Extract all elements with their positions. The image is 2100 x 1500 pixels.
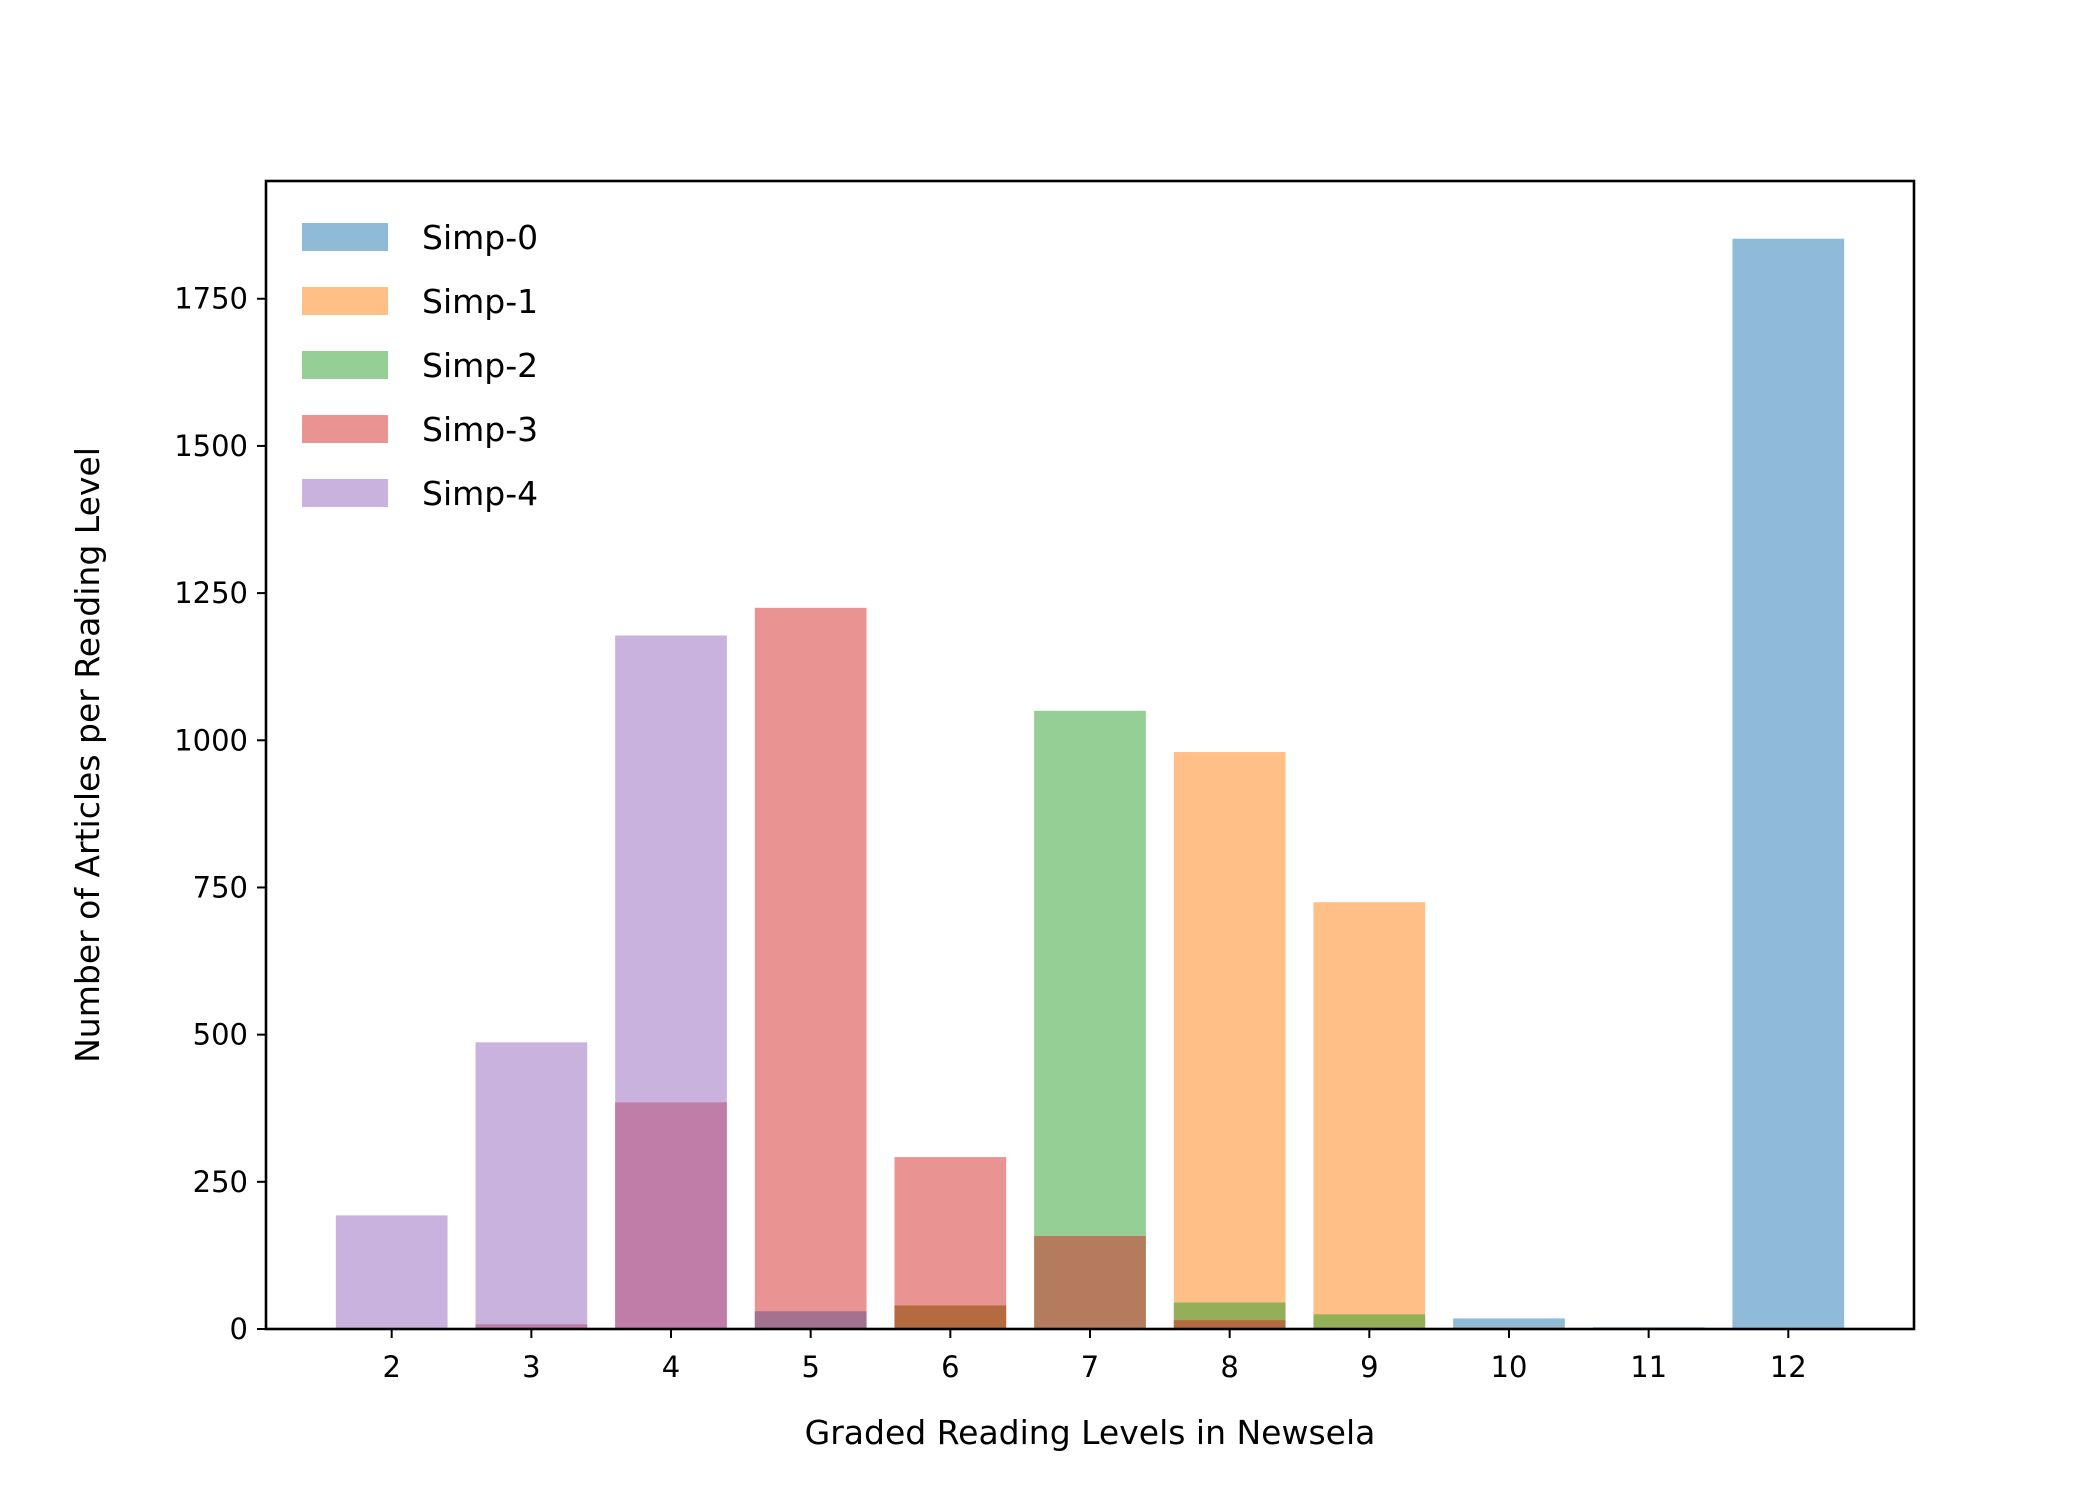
bars-layer	[335, 238, 1845, 1330]
legend-swatch-simp-4	[302, 479, 388, 507]
bar-simp-4-level-5	[754, 1311, 867, 1329]
y-axis-label: Number of Articles per Reading Level	[68, 447, 107, 1063]
x-tick-label: 8	[1220, 1350, 1238, 1384]
x-tick-label: 4	[662, 1350, 680, 1384]
legend-swatch-simp-3	[302, 415, 388, 443]
bar-simp-4-level-4	[615, 635, 727, 1329]
y-tick-label: 250	[193, 1165, 248, 1199]
bar-simp-1-level-8	[1173, 752, 1286, 1329]
x-tick-label: 12	[1770, 1350, 1807, 1384]
legend-label-simp-2: Simp-2	[422, 346, 538, 385]
legend: Simp-0 Simp-1 Simp-2 Simp-3 Simp-4	[302, 218, 538, 513]
legend-swatch-simp-2	[302, 351, 388, 379]
x-tick-label: 9	[1360, 1350, 1378, 1384]
x-tick-label: 3	[522, 1350, 540, 1384]
bar-simp-3-level-6	[894, 1157, 1007, 1329]
bar-simp-0-level-10	[1453, 1318, 1565, 1329]
legend-label-simp-1: Simp-1	[422, 282, 538, 321]
y-tick-label: 1500	[174, 429, 248, 463]
bar-simp-4-level-3	[475, 1042, 588, 1329]
y-tick-label: 1750	[174, 282, 248, 316]
x-axis-label: Graded Reading Levels in Newsela	[805, 1413, 1376, 1452]
x-tick-label: 7	[1081, 1350, 1099, 1384]
x-tick-label: 10	[1491, 1350, 1528, 1384]
x-axis: 2 3 4 5 6 7 8 9 10 11 12	[382, 1329, 1807, 1384]
bar-simp-4-level-2	[335, 1215, 448, 1329]
legend-swatch-simp-0	[302, 223, 388, 251]
y-tick-label: 500	[193, 1018, 248, 1052]
bar-simp-2-level-9	[1313, 1314, 1426, 1329]
bar-simp-2-level-7	[1034, 710, 1146, 1329]
legend-label-simp-0: Simp-0	[422, 218, 538, 257]
legend-label-simp-3: Simp-3	[422, 410, 538, 449]
legend-swatch-simp-1	[302, 287, 388, 315]
bar-simp-3-level-7	[1034, 1235, 1146, 1329]
bar-simp-3-level-5	[754, 607, 867, 1329]
x-tick-label: 5	[801, 1350, 819, 1384]
y-axis: 0 250 500 750 1000 1250 1500 1750	[174, 282, 266, 1346]
y-tick-label: 0	[230, 1312, 248, 1346]
y-tick-label: 1250	[174, 576, 248, 610]
x-tick-label: 6	[941, 1350, 959, 1384]
bar-simp-0-level-12	[1732, 238, 1845, 1330]
y-tick-label: 1000	[174, 723, 248, 757]
bar-simp-3-level-8	[1173, 1320, 1286, 1329]
bar-simp-1-level-9	[1313, 902, 1426, 1329]
legend-label-simp-4: Simp-4	[422, 474, 538, 513]
x-tick-label: 11	[1630, 1350, 1667, 1384]
y-tick-label: 750	[193, 870, 248, 904]
x-tick-label: 2	[382, 1350, 400, 1384]
